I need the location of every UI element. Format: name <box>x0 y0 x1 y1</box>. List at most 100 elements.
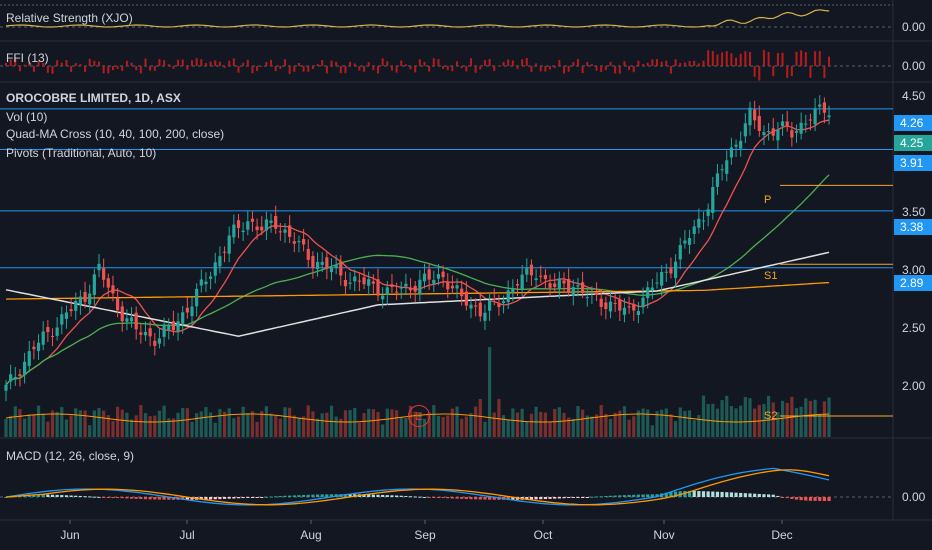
volume-bar <box>669 414 673 437</box>
volume-bar <box>195 413 199 437</box>
macd-histogram-bar <box>185 497 189 500</box>
volume-bar <box>9 415 13 437</box>
macd-histogram-bar <box>641 494 645 497</box>
macd-histogram-bar <box>422 496 427 498</box>
ffi-bar <box>339 66 342 74</box>
candle-body <box>213 262 217 276</box>
volume-bar <box>129 419 134 437</box>
volume-bar <box>311 411 315 437</box>
macd-histogram-bar <box>608 495 613 497</box>
volume-bar <box>511 408 515 437</box>
ffi-bar <box>246 59 249 66</box>
ffi-bar <box>377 66 379 74</box>
volume-bar <box>780 400 785 437</box>
ffi-bar <box>604 66 607 71</box>
candle-body <box>436 274 441 279</box>
ffi-bar <box>451 66 454 72</box>
macd-histogram-bar <box>55 494 59 497</box>
macd-histogram-bar <box>250 497 255 498</box>
candle-body <box>329 267 334 273</box>
macd-histogram-bar <box>436 497 441 498</box>
ffi-bar <box>358 66 361 71</box>
candle-body <box>227 235 231 254</box>
macd-histogram-bar <box>432 497 436 498</box>
candle-body <box>794 131 799 133</box>
indicator-pivots-label: Pivots (Traditional, Auto, 10) <box>6 146 157 160</box>
candle-body <box>799 122 803 134</box>
macd-histogram-bar <box>218 497 222 500</box>
macd-histogram-bar <box>381 494 385 497</box>
candle-body <box>664 271 668 273</box>
ffi-bar <box>762 50 765 66</box>
x-label-jul: Jul <box>179 528 195 542</box>
volume-bar <box>227 408 231 437</box>
volume-bar <box>804 398 808 437</box>
ffi-bar <box>88 58 91 66</box>
volume-bar <box>190 421 194 437</box>
macd-histogram-bar <box>120 497 124 499</box>
macd-histogram-bar <box>92 496 96 498</box>
volume-bar <box>808 400 813 437</box>
ffi-bar <box>60 62 63 66</box>
volume-bar <box>474 406 478 437</box>
ffi-bar <box>590 64 593 66</box>
earnings-event-marker[interactable]: E <box>408 405 430 427</box>
macd-histogram-bar <box>348 494 352 497</box>
macd-histogram-bar <box>297 495 301 497</box>
macd-histogram-bar <box>771 494 775 497</box>
volume-bar <box>455 406 459 437</box>
volume-bar <box>297 417 301 437</box>
volume-bar <box>432 405 436 437</box>
macd-histogram-bar <box>464 497 468 500</box>
volume-bar <box>581 409 585 437</box>
volume-bar <box>529 413 534 437</box>
candle-body <box>687 238 692 245</box>
ffi-bar <box>642 64 645 66</box>
candle-body <box>771 128 775 136</box>
macd-histogram-bar <box>50 494 55 497</box>
macd-histogram-bar <box>315 494 320 497</box>
volume-bar <box>553 409 557 437</box>
candle-body <box>757 115 761 131</box>
volume-bar <box>185 408 189 437</box>
volume-bar <box>497 399 501 437</box>
candle-body <box>83 291 87 302</box>
candle-body <box>157 338 162 344</box>
volume-bar <box>385 408 389 437</box>
volume-bar <box>520 408 524 437</box>
volume-bar <box>209 412 213 437</box>
volume-bar <box>622 406 627 437</box>
candle-body <box>181 312 185 324</box>
candle-body <box>790 130 794 138</box>
macd-histogram-bar <box>241 497 245 499</box>
volume-bar <box>157 410 162 437</box>
volume-bar <box>343 410 348 437</box>
ffi-bar <box>209 61 212 66</box>
candle-body <box>348 282 352 284</box>
candle-body <box>613 302 617 304</box>
volume-bar <box>725 395 729 437</box>
volume-bar <box>450 408 454 437</box>
candle-body <box>520 274 524 290</box>
ffi-bar <box>795 51 798 66</box>
ffi-bar <box>502 61 505 66</box>
candle-body <box>762 132 766 136</box>
macd-histogram-bar <box>585 497 589 498</box>
ffi-bar <box>79 64 82 66</box>
ffi-bar <box>125 60 128 66</box>
macd-histogram-bar <box>725 492 729 497</box>
candle-body <box>362 277 366 285</box>
ffi-bar <box>544 66 547 72</box>
ffi-bar <box>158 59 161 66</box>
macd-histogram-bar <box>36 494 41 497</box>
macd-histogram-bar <box>697 491 701 497</box>
macd-histogram-bar <box>734 492 738 497</box>
macd-histogram-bar <box>562 497 566 499</box>
ffi-bar <box>335 61 338 66</box>
macd-histogram-bar <box>627 494 631 497</box>
candle-body <box>748 107 752 126</box>
ffi-bar <box>144 58 147 66</box>
volume-bar <box>627 419 631 437</box>
macd-histogram-bar <box>390 495 394 497</box>
